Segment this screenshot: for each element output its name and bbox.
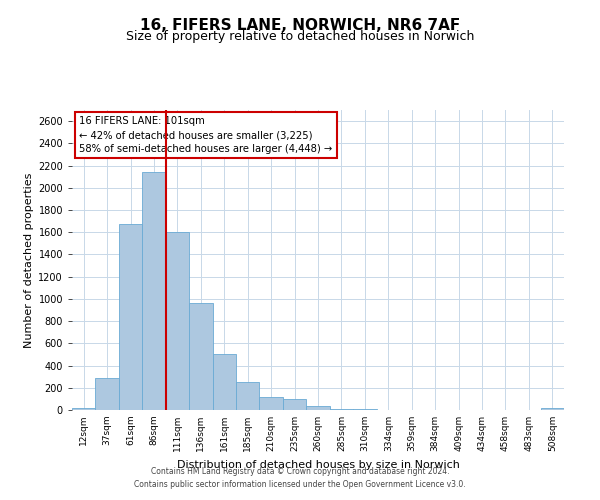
Text: Contains HM Land Registry data © Crown copyright and database right 2024.
Contai: Contains HM Land Registry data © Crown c… — [134, 468, 466, 489]
Bar — [212, 354, 236, 410]
Bar — [541, 408, 564, 410]
Bar — [236, 382, 259, 410]
Bar — [259, 396, 283, 410]
Text: Size of property relative to detached houses in Norwich: Size of property relative to detached ho… — [126, 30, 474, 43]
Y-axis label: Number of detached properties: Number of detached properties — [24, 172, 34, 348]
Bar — [119, 224, 142, 410]
Bar — [330, 409, 353, 410]
Text: 16 FIFERS LANE: 101sqm
← 42% of detached houses are smaller (3,225)
58% of semi-: 16 FIFERS LANE: 101sqm ← 42% of detached… — [79, 116, 332, 154]
Text: 16, FIFERS LANE, NORWICH, NR6 7AF: 16, FIFERS LANE, NORWICH, NR6 7AF — [140, 18, 460, 32]
Bar — [306, 406, 330, 410]
Bar — [283, 400, 306, 410]
Bar — [189, 304, 212, 410]
Bar — [166, 232, 189, 410]
Bar — [142, 172, 166, 410]
Bar — [95, 378, 119, 410]
Bar — [72, 408, 95, 410]
X-axis label: Distribution of detached houses by size in Norwich: Distribution of detached houses by size … — [176, 460, 460, 469]
